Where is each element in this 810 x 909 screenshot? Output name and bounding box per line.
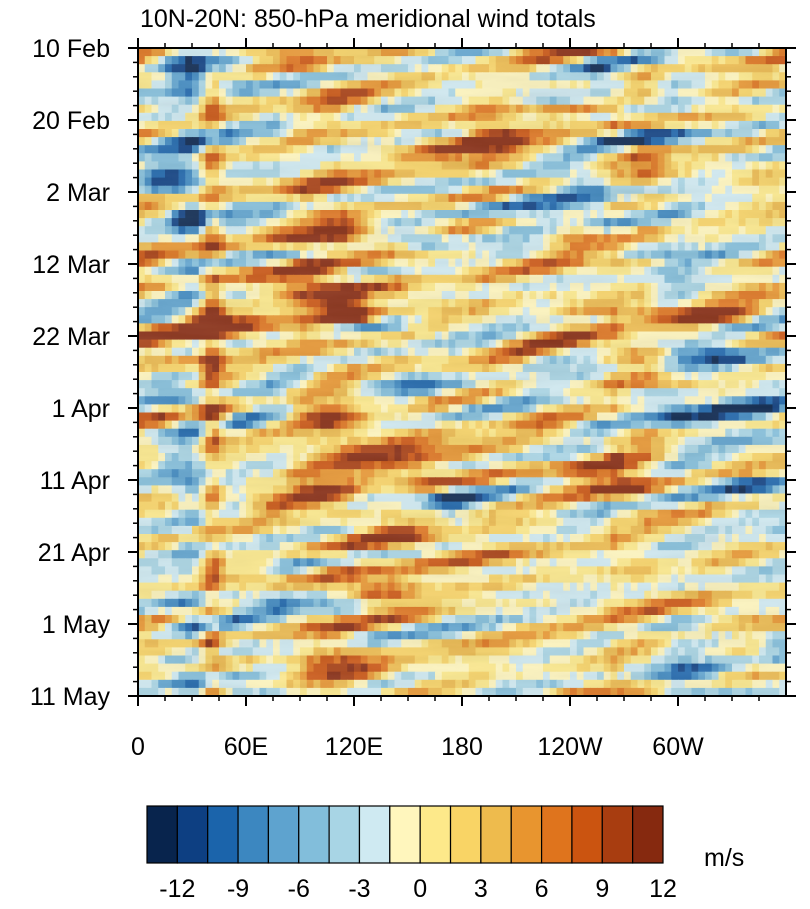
- heatmap-field: [138, 48, 786, 696]
- chart-title: 10N-20N: 850-hPa meridional wind totals: [140, 5, 596, 33]
